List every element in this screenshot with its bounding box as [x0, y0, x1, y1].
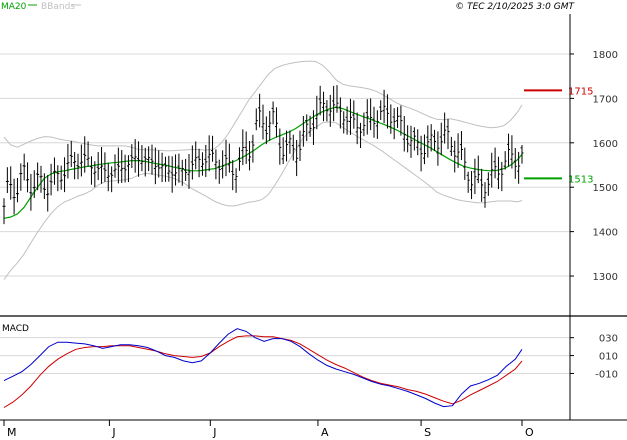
price-grid	[0, 53, 570, 277]
month-tick-label: M	[7, 426, 17, 439]
month-tick-label: J	[212, 426, 216, 439]
price-bars	[2, 85, 524, 225]
price-tick-label: 1800	[593, 50, 618, 61]
bollinger-bands	[3, 60, 523, 280]
macd-grid	[0, 337, 570, 374]
bbands-legend-label: BBands	[41, 2, 75, 12]
macd-panel-label: MACD	[2, 324, 29, 334]
price-level-label: 1715	[568, 86, 593, 97]
bbands-upper-line	[3, 60, 523, 152]
chart-frame	[0, 14, 627, 421]
macd-lines	[3, 328, 523, 408]
price-axis: 1300 1400 1500 1600 1700 1800	[570, 50, 618, 283]
price-level-markers: 1715 1513	[524, 86, 593, 185]
macd-tick-label: 010	[599, 352, 618, 363]
price-tick-label: 1400	[593, 228, 618, 239]
price-level-label: 1513	[568, 174, 593, 185]
bbands-lower-line	[3, 121, 523, 280]
price-tick-label: 1600	[593, 139, 618, 150]
price-tick-label: 1700	[593, 94, 618, 105]
copyright-label: © TEC 2/10/2025 3:0 GMT	[455, 2, 575, 12]
macd-signal-path	[3, 335, 523, 408]
macd-axis: -010 010 030	[570, 334, 618, 380]
month-tick-label: J	[111, 426, 115, 439]
chart-header: MA20 BBands © TEC 2/10/2025 3:0 GMT	[1, 2, 576, 12]
macd-tick-label: -010	[595, 369, 618, 380]
ma20-legend-label: MA20	[1, 2, 27, 12]
macd-tick-label: 030	[599, 334, 618, 345]
month-tick-label: S	[424, 426, 431, 439]
price-tick-label: 1500	[593, 183, 618, 194]
macd-line-path	[3, 328, 523, 408]
month-tick-label: A	[321, 426, 329, 439]
price-tick-label: 1300	[593, 272, 618, 283]
month-tick-label: O	[525, 426, 534, 439]
